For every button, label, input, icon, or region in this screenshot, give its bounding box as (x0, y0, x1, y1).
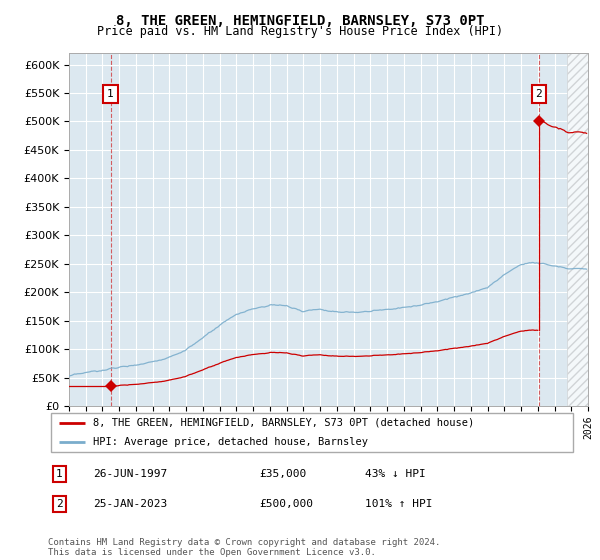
Text: 25-JAN-2023: 25-JAN-2023 (93, 499, 167, 509)
Text: £35,000: £35,000 (259, 469, 307, 479)
Text: 1: 1 (107, 89, 114, 99)
Text: 26-JUN-1997: 26-JUN-1997 (93, 469, 167, 479)
Bar (567, 53, 588, 406)
Text: £500,000: £500,000 (259, 499, 313, 509)
Text: 101% ↑ HPI: 101% ↑ HPI (365, 499, 432, 509)
Text: 1: 1 (56, 469, 62, 479)
Text: 8, THE GREEN, HEMINGFIELD, BARNSLEY, S73 0PT: 8, THE GREEN, HEMINGFIELD, BARNSLEY, S73… (116, 14, 484, 28)
Text: 2: 2 (56, 499, 62, 509)
Text: 8, THE GREEN, HEMINGFIELD, BARNSLEY, S73 0PT (detached house): 8, THE GREEN, HEMINGFIELD, BARNSLEY, S73… (93, 418, 474, 428)
Bar (567, 53, 588, 406)
Text: 43% ↓ HPI: 43% ↓ HPI (365, 469, 425, 479)
Text: 2: 2 (536, 89, 542, 99)
Text: Price paid vs. HM Land Registry's House Price Index (HPI): Price paid vs. HM Land Registry's House … (97, 25, 503, 38)
FancyBboxPatch shape (50, 413, 574, 452)
Text: Contains HM Land Registry data © Crown copyright and database right 2024.
This d: Contains HM Land Registry data © Crown c… (48, 538, 440, 557)
Text: HPI: Average price, detached house, Barnsley: HPI: Average price, detached house, Barn… (93, 437, 368, 447)
